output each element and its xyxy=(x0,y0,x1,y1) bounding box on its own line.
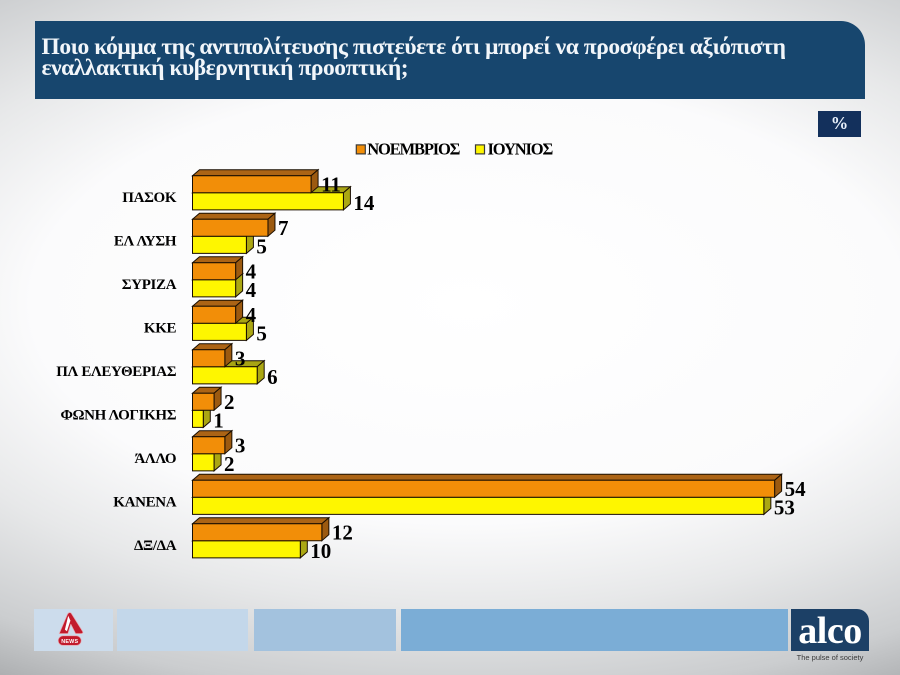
svg-text:5: 5 xyxy=(256,235,267,259)
svg-text:4: 4 xyxy=(246,303,257,327)
svg-text:10: 10 xyxy=(310,539,331,563)
svg-text:ΚΑΝΕΝΑ: ΚΑΝΕΝΑ xyxy=(113,495,176,511)
svg-text:ΣΥΡΙΖΑ: ΣΥΡΙΖΑ xyxy=(122,277,177,293)
svg-text:3: 3 xyxy=(235,433,246,457)
svg-text:3: 3 xyxy=(235,346,246,370)
svg-text:ΆΛΛΟ: ΆΛΛΟ xyxy=(134,451,176,467)
svg-text:5: 5 xyxy=(256,322,267,346)
svg-text:4: 4 xyxy=(246,278,257,302)
svg-text:54: 54 xyxy=(785,477,807,501)
svg-text:ΝΟΕΜΒΡΙΟΣ: ΝΟΕΜΒΡΙΟΣ xyxy=(367,139,460,158)
svg-text:NEWS: NEWS xyxy=(61,639,78,645)
svg-text:ΙΟΥΝΙΟΣ: ΙΟΥΝΙΟΣ xyxy=(488,139,554,158)
svg-text:ΕΛ ΛΥΣΗ: ΕΛ ΛΥΣΗ xyxy=(114,234,177,250)
svg-text:ΠΑΣΟΚ: ΠΑΣΟΚ xyxy=(122,190,177,206)
svg-text:14: 14 xyxy=(353,191,375,215)
svg-text:ΦΩΝΗ ΛΟΓΙΚΗΣ: ΦΩΝΗ ΛΟΓΙΚΗΣ xyxy=(60,408,176,424)
svg-text:2: 2 xyxy=(224,452,235,476)
svg-text:6: 6 xyxy=(267,365,278,389)
svg-text:11: 11 xyxy=(321,172,341,196)
svg-text:ΚΚΕ: ΚΚΕ xyxy=(144,321,177,337)
svg-text:2: 2 xyxy=(224,390,235,414)
svg-text:7: 7 xyxy=(278,216,289,240)
svg-text:ΠΛ ΕΛΕΥΘΕΡΙΑΣ: ΠΛ ΕΛΕΥΘΕΡΙΑΣ xyxy=(56,364,177,380)
svg-text:4: 4 xyxy=(246,259,257,283)
svg-text:53: 53 xyxy=(774,496,795,520)
svg-text:ΔΞ/ΔΑ: ΔΞ/ΔΑ xyxy=(134,538,177,554)
svg-text:12: 12 xyxy=(332,520,353,544)
svg-text:1: 1 xyxy=(213,409,224,433)
